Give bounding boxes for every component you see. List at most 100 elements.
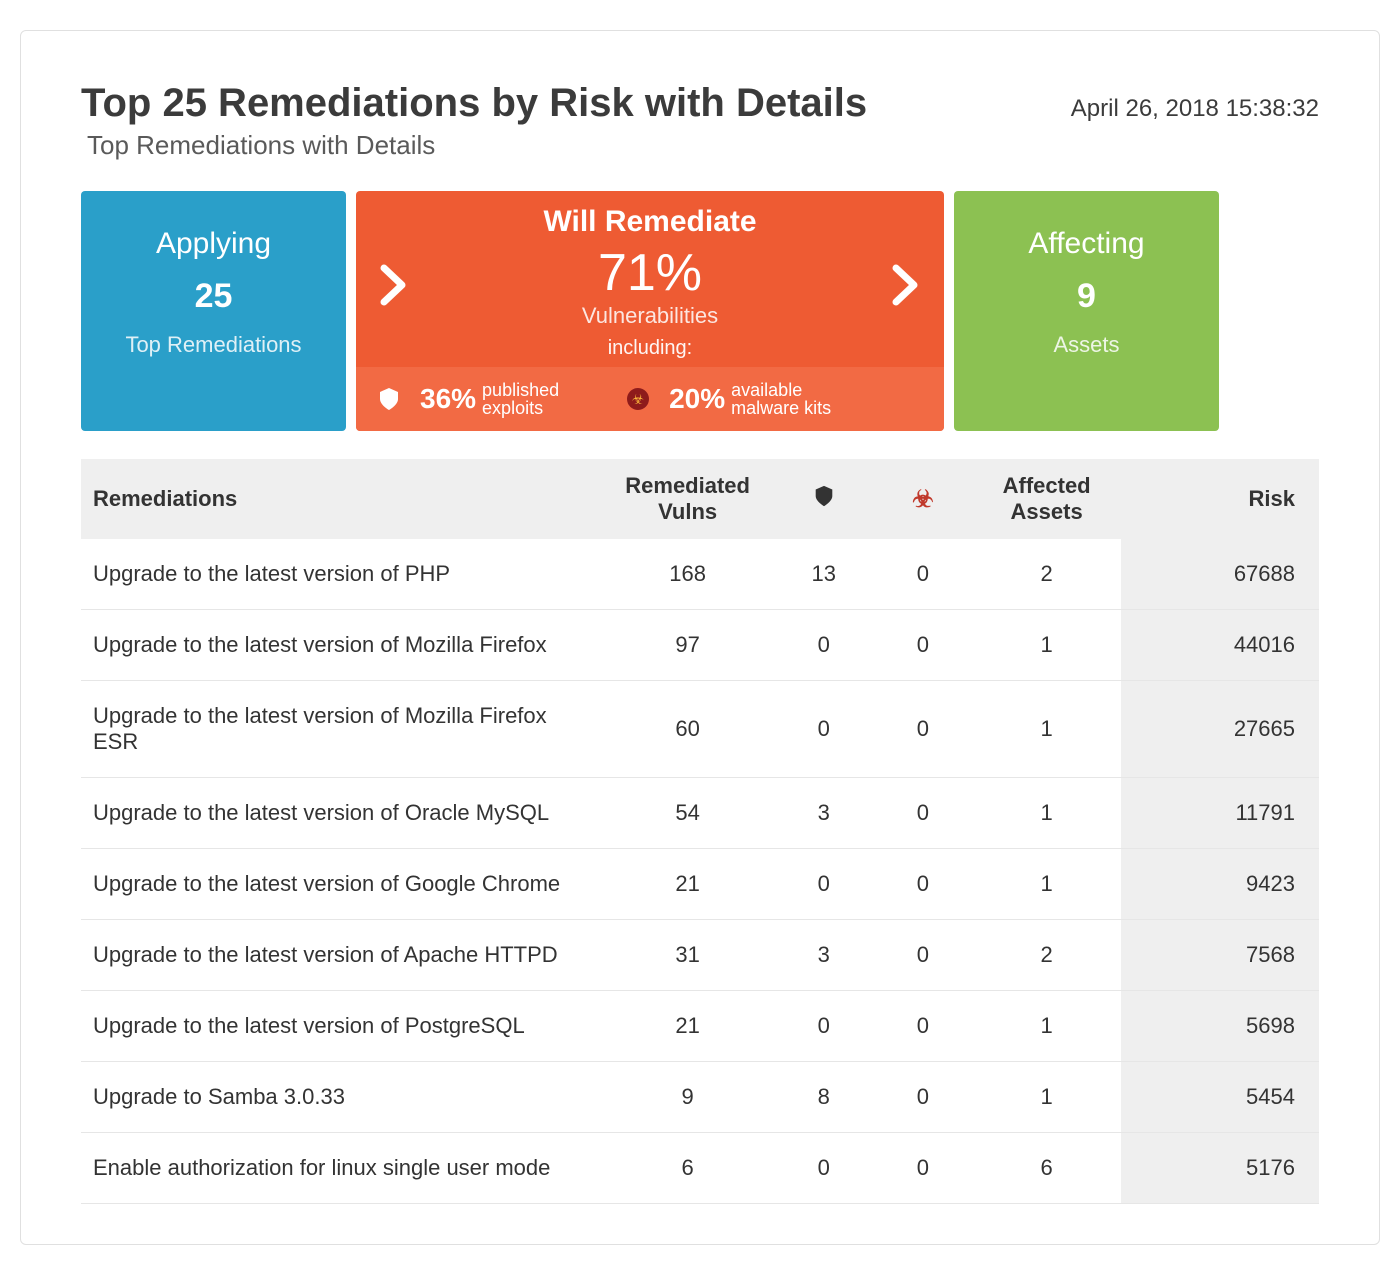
cell-vulns: 60 [601,681,774,778]
cell-risk: 5454 [1121,1062,1319,1133]
cell-assets: 2 [972,920,1121,991]
cell-malware: 0 [873,1133,972,1204]
cell-risk: 5176 [1121,1133,1319,1204]
chevron-right-icon [380,263,408,317]
cell-remediation: Upgrade to the latest version of Apache … [81,920,601,991]
cell-vulns: 21 [601,849,774,920]
col-exploits[interactable] [774,459,873,539]
cell-vulns: 6 [601,1133,774,1204]
cell-assets: 1 [972,849,1121,920]
cell-exploits: 0 [774,610,873,681]
cell-vulns: 9 [601,1062,774,1133]
exploits-text: published exploits [482,381,559,417]
cell-exploits: 8 [774,1062,873,1133]
cell-exploits: 0 [774,991,873,1062]
cell-vulns: 168 [601,539,774,610]
exploits-stat: 36% published exploits [420,381,559,417]
biohazard-icon: ☣ [625,386,651,412]
remediations-table: Remediations Remediated Vulns ☣ Affected… [81,459,1319,1204]
card-applying-value: 25 [195,277,233,316]
cell-malware: 0 [873,681,972,778]
cell-risk: 27665 [1121,681,1319,778]
card-affecting-sublabel: Assets [1053,332,1119,358]
chevron-right-icon [892,263,920,317]
card-remediate-label: Will Remediate [543,205,756,239]
cell-remediation: Upgrade to the latest version of Mozilla… [81,610,601,681]
cell-malware: 0 [873,610,972,681]
col-remediated-vulns[interactable]: Remediated Vulns [601,459,774,539]
table-row[interactable]: Upgrade to the latest version of Postgre… [81,991,1319,1062]
summary-cards: Applying 25 Top Remediations Will Remedi… [81,191,1319,431]
cell-risk: 5698 [1121,991,1319,1062]
table-row[interactable]: Upgrade to the latest version of Apache … [81,920,1319,991]
exploit-icon [376,386,402,412]
cell-remediation: Upgrade to the latest version of Oracle … [81,778,601,849]
cell-vulns: 54 [601,778,774,849]
col-malware[interactable]: ☣ [873,459,972,539]
cell-risk: 44016 [1121,610,1319,681]
malware-text: available malware kits [731,381,831,417]
card-affecting-label: Affecting [1028,227,1144,261]
table-row[interactable]: Upgrade to the latest version of Google … [81,849,1319,920]
table-row[interactable]: Upgrade to the latest version of Mozilla… [81,610,1319,681]
cell-exploits: 0 [774,849,873,920]
card-remediate-sublabel: Vulnerabilities [582,303,718,329]
card-applying-sublabel: Top Remediations [125,332,301,358]
table-row[interactable]: Upgrade to the latest version of Mozilla… [81,681,1319,778]
cell-vulns: 21 [601,991,774,1062]
cell-risk: 9423 [1121,849,1319,920]
card-remediate-value: 71% [598,243,702,303]
cell-assets: 1 [972,681,1121,778]
table-row[interactable]: Upgrade to the latest version of PHP1681… [81,539,1319,610]
card-applying-label: Applying [156,227,271,261]
cell-assets: 6 [972,1133,1121,1204]
exploits-pct: 36% [420,383,476,415]
report-header: Top 25 Remediations by Risk with Details… [81,81,1319,126]
cell-exploits: 13 [774,539,873,610]
cell-malware: 0 [873,539,972,610]
col-remediations[interactable]: Remediations [81,459,601,539]
table-header-row: Remediations Remediated Vulns ☣ Affected… [81,459,1319,539]
table-row[interactable]: Upgrade to Samba 3.0.3398015454 [81,1062,1319,1133]
card-remediate-footer: 36% published exploits ☣ 20% available m… [356,367,944,431]
malware-stat: 20% available malware kits [669,381,831,417]
cell-assets: 2 [972,539,1121,610]
report-panel: Top 25 Remediations by Risk with Details… [20,30,1380,1245]
cell-exploits: 0 [774,1133,873,1204]
cell-exploits: 3 [774,778,873,849]
card-remediate-including: including: [608,337,693,360]
cell-risk: 67688 [1121,539,1319,610]
svg-text:☣: ☣ [632,391,645,407]
page-subtitle: Top Remediations with Details [81,130,1319,161]
table-row[interactable]: Enable authorization for linux single us… [81,1133,1319,1204]
exploit-icon [812,484,836,514]
cell-assets: 1 [972,1062,1121,1133]
cell-malware: 0 [873,920,972,991]
cell-remediation: Upgrade to the latest version of PHP [81,539,601,610]
col-risk[interactable]: Risk [1121,459,1319,539]
biohazard-icon: ☣ [912,485,934,514]
cell-vulns: 31 [601,920,774,991]
cell-assets: 1 [972,610,1121,681]
report-timestamp: April 26, 2018 15:38:32 [1071,95,1319,123]
cell-remediation: Upgrade to the latest version of Postgre… [81,991,601,1062]
cell-exploits: 0 [774,681,873,778]
cell-malware: 0 [873,991,972,1062]
cell-remediation: Upgrade to Samba 3.0.33 [81,1062,601,1133]
cell-remediation: Upgrade to the latest version of Google … [81,849,601,920]
cell-risk: 7568 [1121,920,1319,991]
cell-risk: 11791 [1121,778,1319,849]
cell-exploits: 3 [774,920,873,991]
card-affecting-value: 9 [1077,277,1096,316]
cell-remediation: Upgrade to the latest version of Mozilla… [81,681,601,778]
cell-remediation: Enable authorization for linux single us… [81,1133,601,1204]
table-row[interactable]: Upgrade to the latest version of Oracle … [81,778,1319,849]
page-title: Top 25 Remediations by Risk with Details [81,81,867,126]
cell-malware: 0 [873,778,972,849]
col-affected-assets[interactable]: Affected Assets [972,459,1121,539]
card-affecting: Affecting 9 Assets [954,191,1219,431]
cell-malware: 0 [873,849,972,920]
card-will-remediate: Will Remediate 71% Vulnerabilities inclu… [356,191,944,431]
cell-malware: 0 [873,1062,972,1133]
malware-pct: 20% [669,383,725,415]
